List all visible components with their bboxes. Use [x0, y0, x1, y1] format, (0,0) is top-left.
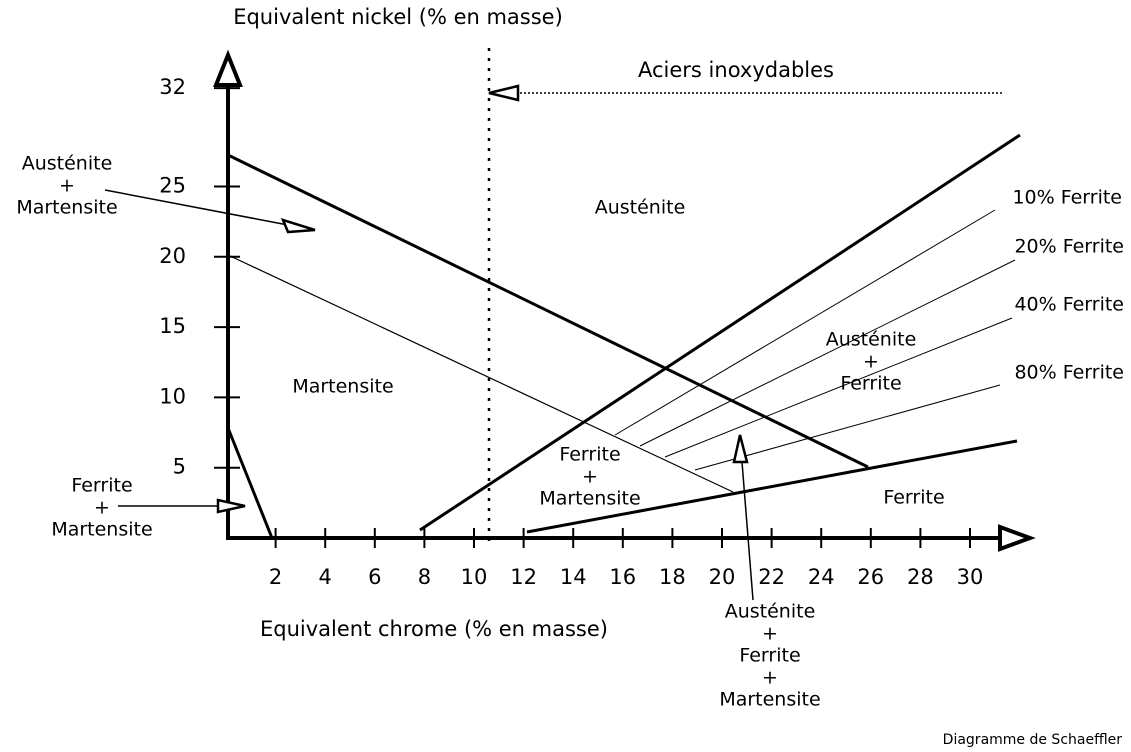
y-axis-label: Equivalent nickel (% en masse): [233, 5, 563, 29]
ferrite-line: [664, 317, 1013, 458]
region-label: Martensite: [719, 689, 820, 711]
x-tick-label: 18: [659, 565, 686, 589]
region-label: Austénite: [826, 329, 917, 351]
region-label: Austénite: [22, 153, 113, 175]
region-label: Ferrite: [71, 475, 132, 497]
x-tick-label: 28: [907, 565, 934, 589]
x-axis-arrow: [998, 524, 1036, 552]
region-label: +: [94, 497, 110, 519]
region-label: Ferrite: [739, 645, 800, 667]
region-label: Austénite: [595, 197, 686, 219]
x-tick-label: 8: [418, 565, 431, 589]
region-label: +: [762, 623, 778, 645]
y-tick-label: 10: [159, 384, 186, 408]
pointer: [741, 461, 754, 601]
region-label: Ferrite: [883, 487, 944, 509]
boundary: [227, 153, 869, 469]
region-label: +: [582, 466, 598, 488]
ferrite-label: 80% Ferrite: [1014, 362, 1124, 384]
y-tick-label: 5: [173, 455, 186, 479]
region-label: +: [59, 175, 75, 197]
region-label: +: [863, 351, 879, 373]
x-tick-label: 30: [957, 565, 984, 589]
region-label: +: [762, 667, 778, 689]
y-axis-arrow: [213, 49, 243, 87]
boundary: [526, 439, 1018, 534]
region-label: Ferrite: [559, 444, 620, 466]
boundary: [227, 254, 734, 493]
ferrite-label: 10% Ferrite: [1012, 187, 1122, 209]
boundary: [419, 133, 1021, 532]
x-tick-label: 6: [368, 565, 381, 589]
y-tick-label: 32: [159, 75, 186, 99]
region-label: Martensite: [51, 519, 152, 541]
x-tick-label: 22: [758, 565, 785, 589]
x-tick-label: 20: [709, 565, 736, 589]
ferrite-line: [614, 209, 996, 436]
x-tick-label: 24: [808, 565, 835, 589]
caption: Diagramme de Schaeffler: [943, 732, 1123, 748]
region-label: Martensite: [539, 488, 640, 510]
y-tick-label: 25: [159, 174, 186, 198]
x-tick-label: 2: [269, 565, 282, 589]
diagram-lines: [104, 48, 1036, 601]
arrow-head: [216, 498, 246, 514]
x-axis-label: Equivalent chrome (% en masse): [260, 617, 608, 641]
stainless-label: Aciers inoxydables: [638, 58, 834, 82]
x-tick-label: 12: [510, 565, 537, 589]
ferrite-line: [639, 259, 1016, 447]
ferrite-label: 40% Ferrite: [1014, 294, 1124, 316]
x-tick-label: 14: [560, 565, 587, 589]
x-tick-label: 10: [461, 565, 488, 589]
arrow-head: [732, 434, 749, 464]
region-label: Ferrite: [840, 373, 901, 395]
ferrite-label: 20% Ferrite: [1014, 236, 1124, 258]
x-tick-label: 16: [609, 565, 636, 589]
region-label: Martensite: [16, 197, 117, 219]
y-tick-label: 15: [159, 314, 186, 338]
x-tick-label: 4: [319, 565, 332, 589]
arrow-head: [488, 84, 520, 102]
boundary: [226, 427, 274, 539]
arrow-head: [280, 218, 316, 234]
x-tick-label: 26: [857, 565, 884, 589]
region-label: Austénite: [725, 601, 816, 623]
y-tick-label: 20: [159, 244, 186, 268]
pointer: [104, 189, 289, 226]
region-label: Martensite: [292, 376, 393, 398]
